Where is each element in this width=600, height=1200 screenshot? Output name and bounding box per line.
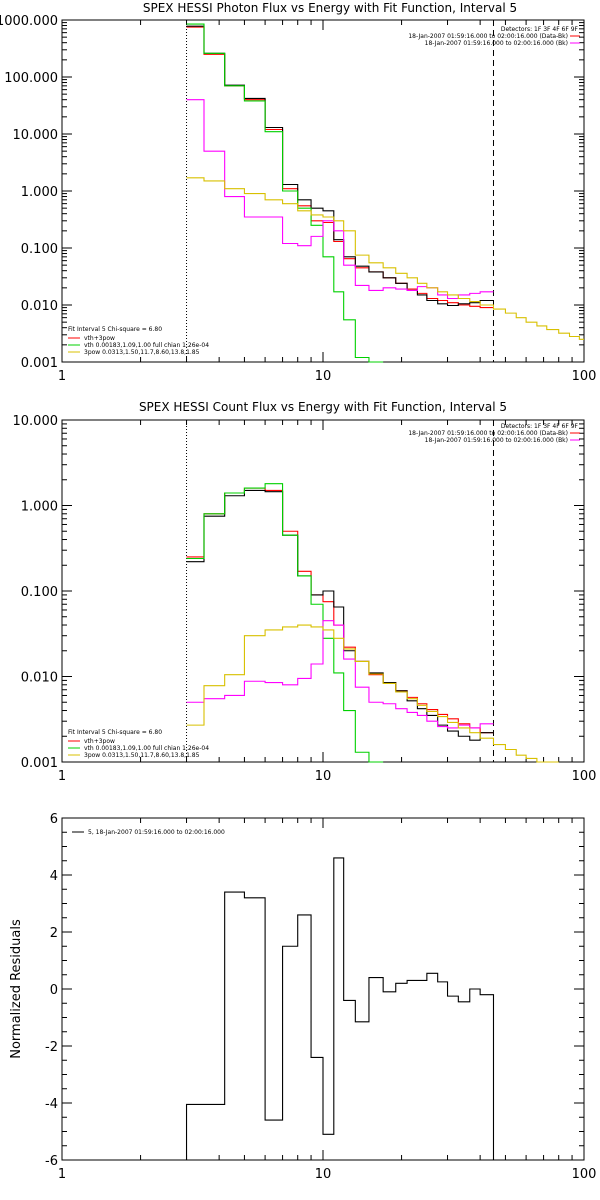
x-tick-label: 100 — [572, 769, 597, 784]
y-tick-label: -2 — [45, 1040, 58, 1055]
series-line-yellow — [186, 177, 584, 340]
series-group — [186, 23, 584, 363]
series-line-red — [186, 26, 494, 309]
reference-lines — [186, 420, 494, 762]
y-tick-label: 10.000 — [13, 128, 59, 143]
x-tick-label: 10 — [315, 369, 332, 384]
fit-legend: Fit Interval 5 Chi-square = 6.80 vth+3po… — [68, 729, 209, 759]
count-flux-panel: SPEX HESSI Count Flux vs Energy with Fit… — [13, 400, 597, 784]
series-line-green — [186, 23, 384, 363]
x-tick-label: 1 — [58, 769, 66, 784]
y-tick-label: 0.001 — [21, 756, 58, 771]
legend-total: vth+3pow — [84, 738, 115, 745]
y-tick-label: 1.000 — [21, 185, 58, 200]
y-tick-label: 0.010 — [21, 671, 58, 686]
axis-ticks: 1 10 100 0.001 0.010 0.100 1.000 10.000 100.000 1… — [0, 14, 596, 384]
legend-residual-interval: 5, 18-Jan-2007 01:59:16.000 to 02:00:16.… — [88, 829, 225, 836]
x-tick-label: 100 — [572, 1167, 597, 1182]
legend-3pow: 3pow 0.0313,1.50,11.7,8.60,13.8,1.85 — [84, 349, 200, 356]
y-tick-label: 1.000 — [21, 500, 58, 515]
series-line-black — [186, 489, 494, 741]
legend-vth: vth 0.00183,1.09,1.00 full chian 1.26e-0… — [84, 342, 209, 349]
chart-title: SPEX HESSI Count Flux vs Energy with Fit… — [139, 400, 507, 414]
legend-bk: 18-Jan-2007 01:59:16.000 to 02:00:16.000… — [425, 40, 568, 47]
reference-lines — [186, 20, 494, 362]
series-line-green — [186, 483, 384, 763]
y-tick-label: 0.100 — [21, 242, 58, 257]
x-tick-label: 10 — [315, 1167, 332, 1182]
y-tick-label: 4 — [50, 869, 58, 884]
axis-ticks: 1 10 100 -6 -4 -2 0 2 4 6 — [45, 812, 596, 1182]
photon-flux-panel: SPEX HESSI Photon Flux vs Energy with Fi… — [0, 1, 596, 384]
x-tick-label: 1 — [58, 1167, 66, 1182]
y-axis-label: Normalized Residuals — [9, 919, 24, 1059]
y-tick-label: 0 — [50, 983, 58, 998]
legend-3pow: 3pow 0.0313,1.50,11.7,8.60,13.8,1.85 — [84, 752, 200, 759]
y-tick-label: -4 — [45, 1097, 58, 1112]
legend-fit-interval: Fit Interval 5 Chi-square = 6.80 — [68, 729, 162, 736]
series-line-black — [186, 25, 494, 307]
legend-total: vth+3pow — [84, 335, 115, 342]
y-tick-label: 10.000 — [13, 414, 59, 429]
fit-legend: Fit Interval 5 Chi-square = 6.80 vth+3po… — [68, 326, 209, 356]
header-legend: Detectors: 1F 3F 4F 6F 9F 18-Jan-2007 01… — [408, 26, 580, 47]
axis-ticks: 1 10 100 0.001 0.010 0.100 1.000 10.000 — [13, 414, 597, 784]
legend-fit-interval: Fit Interval 5 Chi-square = 6.80 — [68, 326, 162, 333]
series-line-magenta — [186, 99, 494, 300]
legend-data-bk: 18-Jan-2007 01:59:16.000 to 02:00:16.000… — [408, 33, 568, 40]
x-tick-label: 1 — [58, 369, 66, 384]
y-tick-label: 0.100 — [21, 585, 58, 600]
y-tick-label: 0.010 — [21, 299, 58, 314]
residuals-panel: Normalized Residuals 1 10 100 -6 -4 -2 0 2 4 6 5,… — [9, 812, 596, 1182]
x-tick-label: 10 — [315, 769, 332, 784]
y-tick-label: -6 — [45, 1154, 58, 1169]
y-tick-label: 6 — [50, 812, 58, 827]
legend-detectors: Detectors: 1F 3F 4F 6F 9F — [501, 26, 579, 33]
series-line-magenta — [186, 620, 494, 729]
legend-bk: 18-Jan-2007 01:59:16.000 to 02:00:16.000… — [425, 437, 568, 444]
y-tick-label: 2 — [50, 926, 58, 941]
y-tick-label: 0.001 — [21, 356, 58, 371]
legend-vth: vth 0.00183,1.09,1.00 full chian 1.26e-0… — [84, 745, 209, 752]
series-group — [186, 483, 559, 763]
series-line-black — [185, 857, 495, 1160]
series-group — [185, 857, 495, 1160]
series-line-yellow — [186, 624, 559, 763]
chart-title: SPEX HESSI Photon Flux vs Energy with Fi… — [143, 1, 517, 15]
y-tick-label: 1000.000 — [0, 14, 58, 29]
legend-data-bk: 18-Jan-2007 01:59:16.000 to 02:00:16.000… — [408, 430, 568, 437]
x-tick-label: 100 — [572, 369, 597, 384]
residual-legend: 5, 18-Jan-2007 01:59:16.000 to 02:00:16.… — [72, 829, 225, 836]
header-legend: Detectors: 1F 3F 4F 6F 9F 18-Jan-2007 01… — [408, 423, 580, 444]
legend-detectors: Detectors: 1F 3F 4F 6F 9F — [501, 423, 579, 430]
y-tick-label: 100.000 — [4, 71, 58, 86]
